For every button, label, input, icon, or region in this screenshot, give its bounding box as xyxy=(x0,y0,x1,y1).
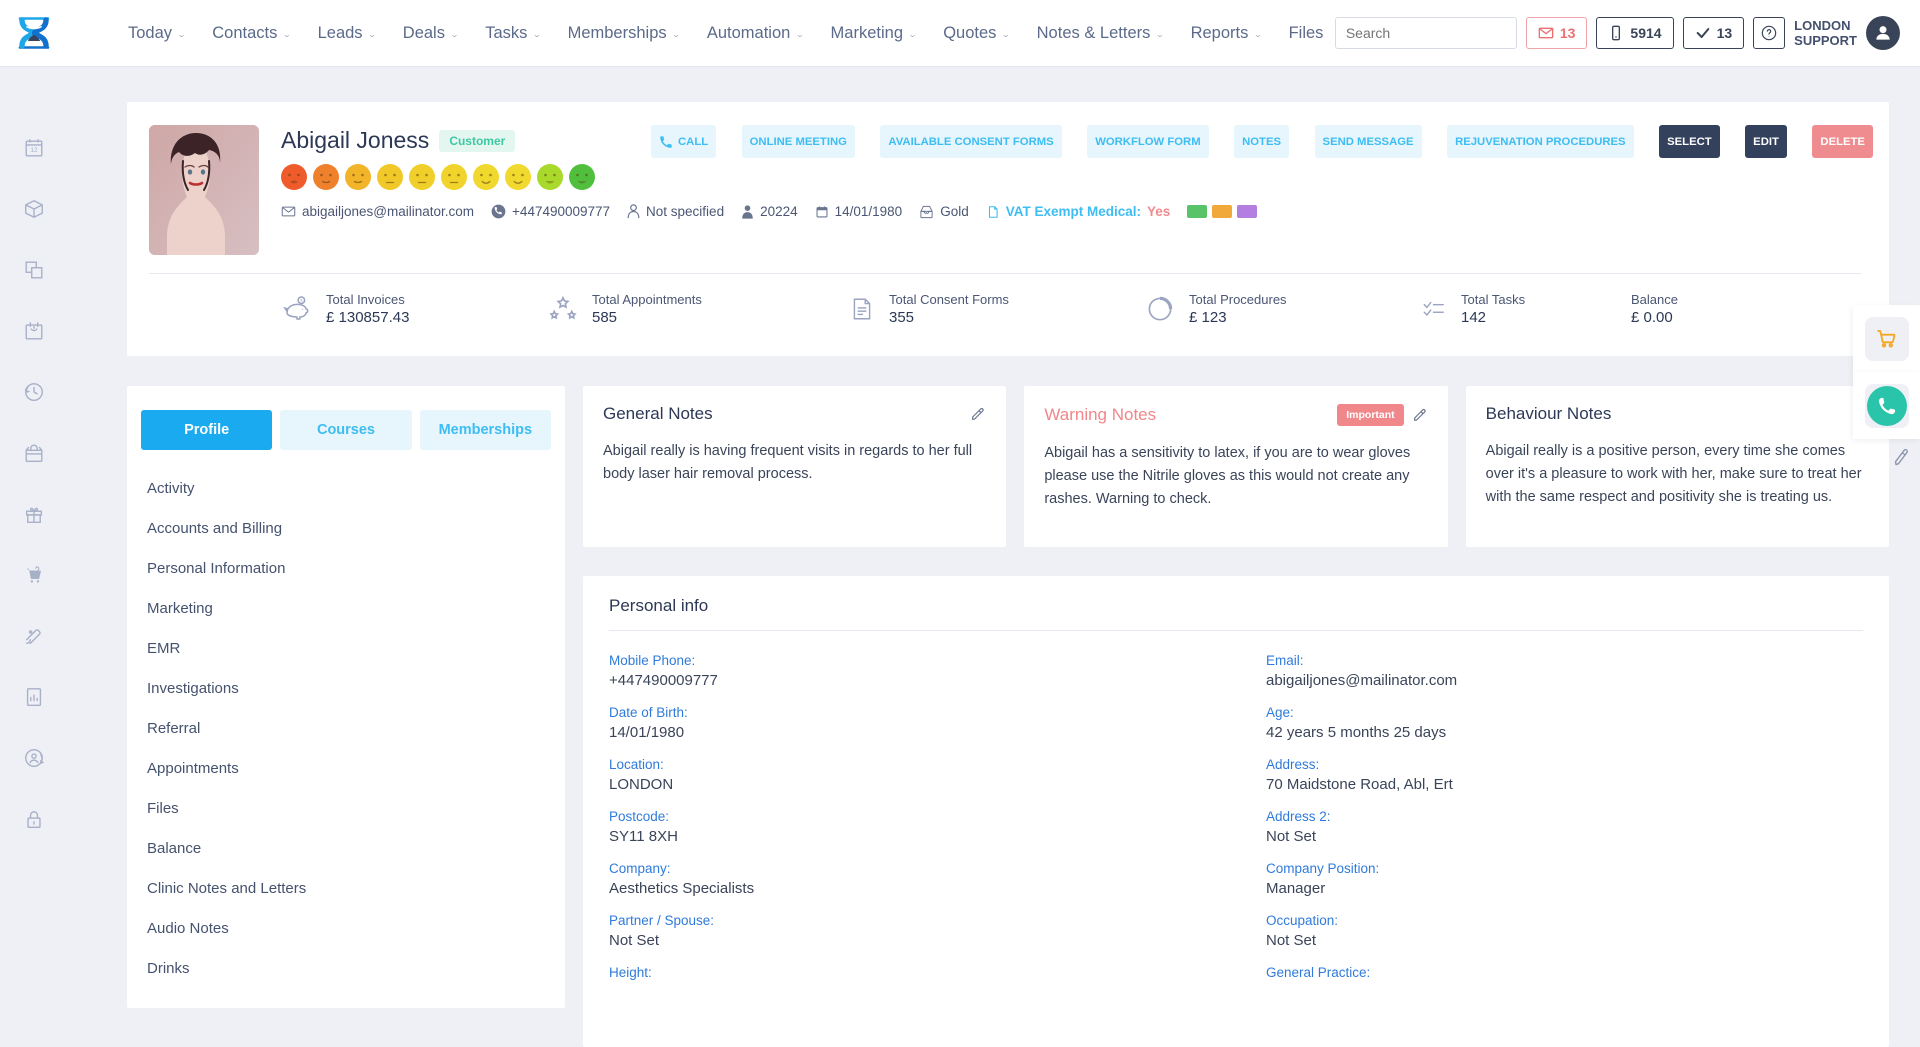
svg-text:$: $ xyxy=(300,299,303,303)
svg-text:12: 12 xyxy=(30,147,38,154)
